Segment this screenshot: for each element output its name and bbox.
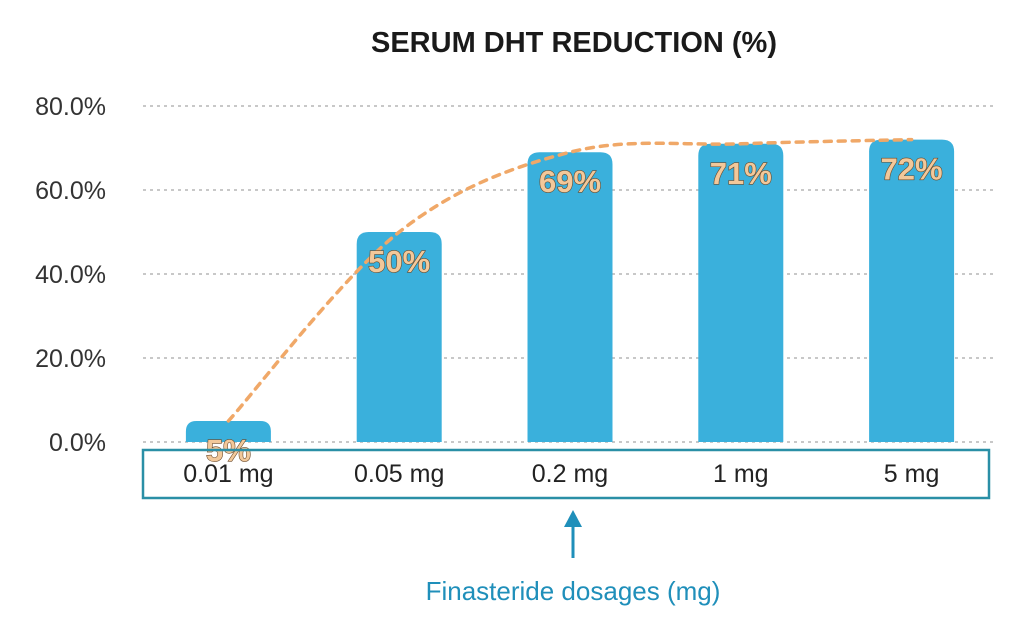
x-axis-label: Finasteride dosages (mg) <box>426 576 721 606</box>
y-axis: 0.0% 20.0% 40.0% 60.0% 80.0% <box>35 93 106 457</box>
chart-title: SERUM DHT REDUCTION (%) <box>371 27 777 59</box>
bar <box>527 152 613 442</box>
bar <box>698 143 784 443</box>
category-box <box>141 448 991 500</box>
x-axis: 0.01 mg 0.05 mg 0.2 mg 1 mg 5 mg <box>183 460 939 488</box>
y-tick-label: 60.0% <box>35 177 106 205</box>
category-label: 0.2 mg <box>532 460 608 488</box>
bar <box>356 232 442 442</box>
arrow-up-icon <box>564 510 582 558</box>
y-tick-label: 0.0% <box>49 429 106 457</box>
trend-line <box>226 137 914 423</box>
bar <box>869 139 955 442</box>
data-label: 69% <box>539 164 601 199</box>
bar <box>185 421 271 442</box>
category-label: 5 mg <box>884 460 940 488</box>
y-tick-label: 40.0% <box>35 261 106 289</box>
data-label: 72% <box>881 152 943 187</box>
bars <box>185 139 955 443</box>
y-tick-label: 20.0% <box>35 345 106 373</box>
data-label: 71% <box>710 156 772 191</box>
y-tick-label: 80.0% <box>35 93 106 121</box>
category-label: 1 mg <box>713 460 769 488</box>
data-label: 50% <box>368 244 430 279</box>
category-label: 0.01 mg <box>183 460 273 488</box>
category-label: 0.05 mg <box>354 460 444 488</box>
